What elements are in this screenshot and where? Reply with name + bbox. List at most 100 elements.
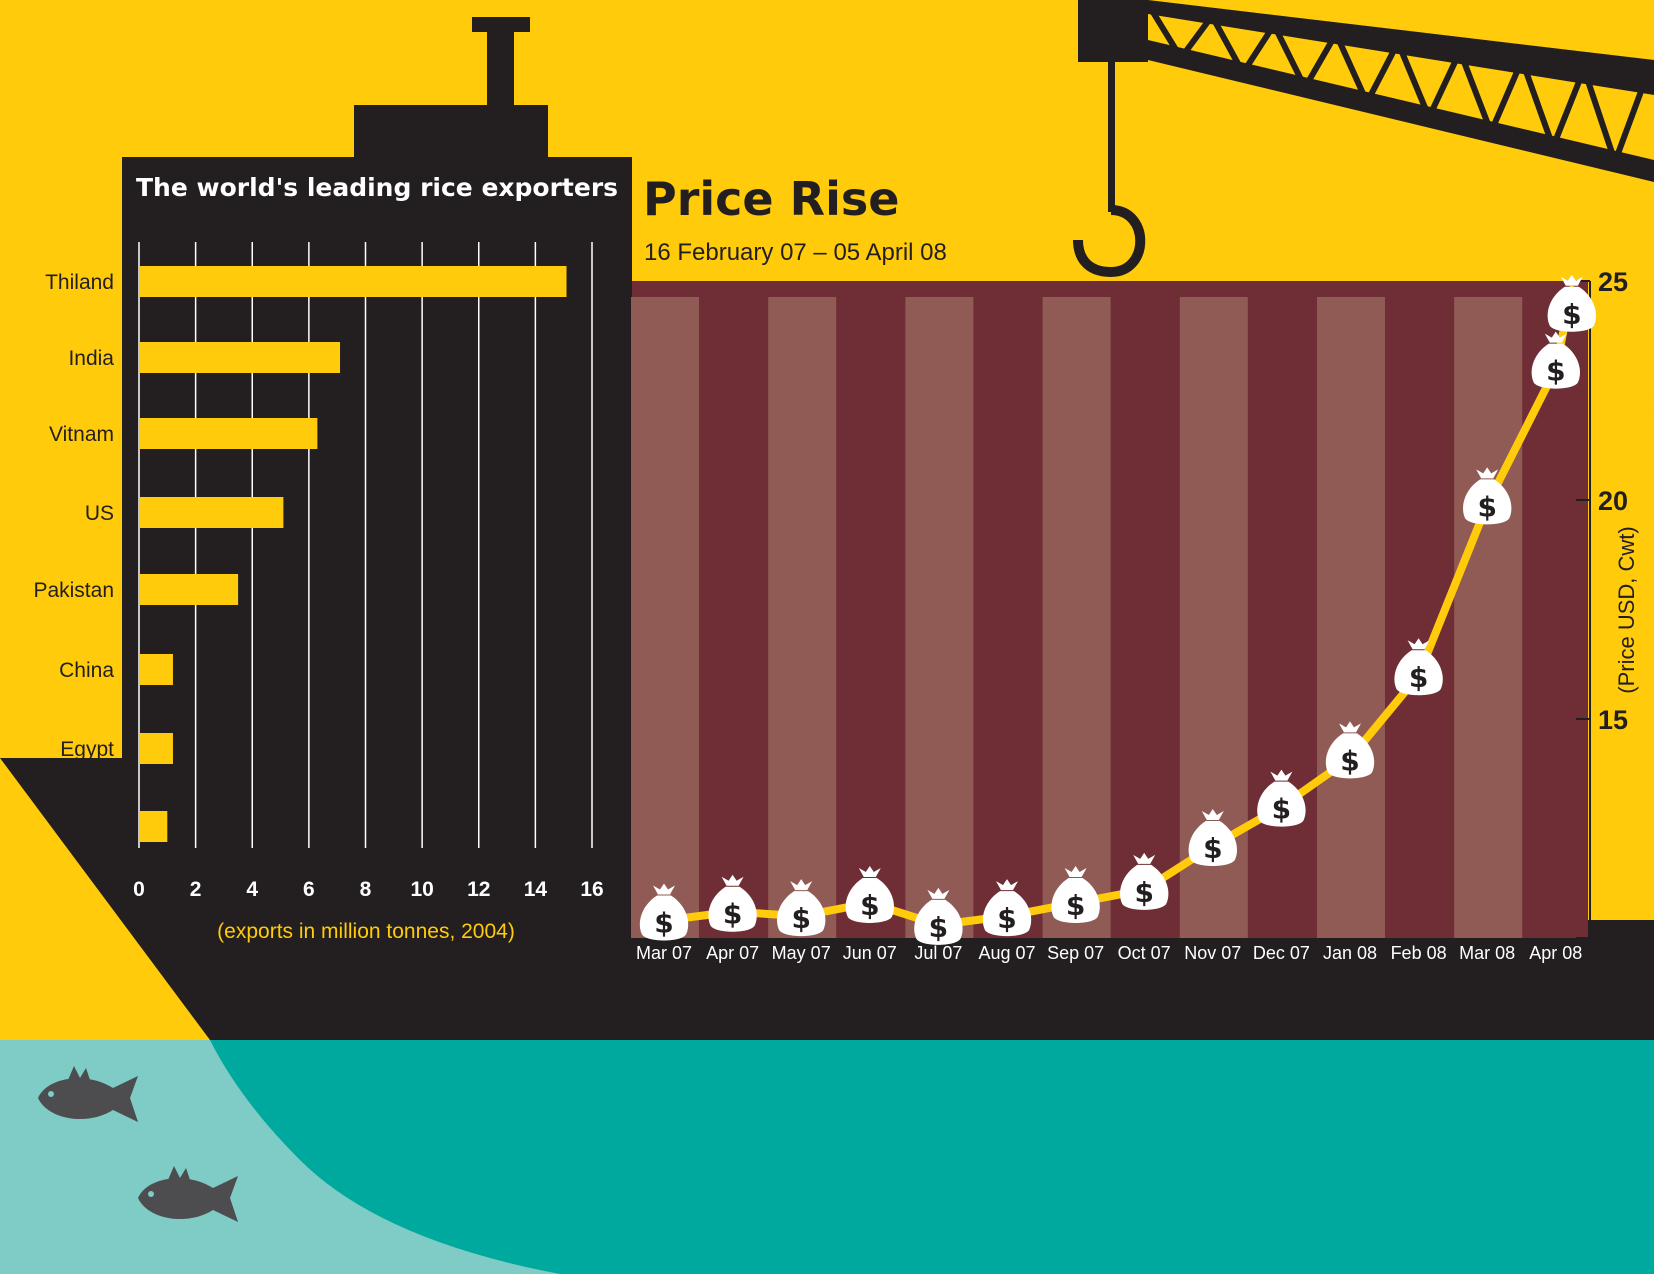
bar-category-label: Pakistan bbox=[33, 579, 114, 602]
price-markers: $ $ $ $ $ $ $ $ $ $ $ $ $ $ $ bbox=[639, 274, 1596, 945]
bar bbox=[139, 654, 173, 685]
crane-lattice bbox=[1147, 5, 1649, 171]
fish-icon bbox=[138, 1166, 238, 1222]
month-labels: Mar 07 Apr 07 May 07 Jun 07 Jul 07 Aug 07 Sep … bbox=[636, 943, 1582, 963]
svg-text:$: $ bbox=[1272, 793, 1291, 826]
bar bbox=[139, 574, 239, 605]
bar-category-label: Egypt bbox=[60, 738, 114, 761]
svg-text:$: $ bbox=[1203, 832, 1222, 865]
money-bag-icon: $ bbox=[708, 874, 757, 932]
bar-category-label: Vitnam bbox=[49, 423, 114, 446]
money-bag-icon: $ bbox=[1051, 865, 1100, 923]
line-chart-price-rise: Price Rise 16 February 07 – 05 April 08 … bbox=[631, 172, 1654, 963]
bar-tick-label: 10 bbox=[410, 878, 433, 901]
svg-text:$: $ bbox=[723, 898, 742, 931]
month-label: Mar 07 bbox=[636, 943, 692, 963]
fish-icon bbox=[38, 1066, 138, 1122]
bar-category-label: Italy bbox=[75, 816, 114, 839]
y-tick-label: 25 bbox=[1598, 267, 1628, 297]
month-label: Jan 08 bbox=[1323, 943, 1377, 963]
month-label: Nov 07 bbox=[1184, 943, 1241, 963]
month-label: Apr 07 bbox=[706, 943, 759, 963]
bar-chart-rice-exporters: The world's leading rice exporters Thila… bbox=[33, 173, 618, 943]
bar-tick-label: 14 bbox=[524, 878, 548, 901]
money-bag-icon: $ bbox=[1531, 331, 1580, 389]
bar-category-label: China bbox=[59, 659, 114, 682]
month-label: Apr 08 bbox=[1529, 943, 1582, 963]
crane-boom-bottom bbox=[1148, 40, 1654, 182]
svg-text:$: $ bbox=[654, 906, 673, 939]
bar-chart-title: The world's leading rice exporters bbox=[136, 173, 618, 202]
money-bag-icon: $ bbox=[1120, 852, 1169, 910]
y-axis: 10 15 20 25 bbox=[1576, 267, 1628, 954]
svg-text:$: $ bbox=[1134, 876, 1153, 909]
bar-chart-tick-labels: 0 2 4 6 8 10 12 14 16 bbox=[133, 878, 604, 901]
svg-text:$: $ bbox=[1562, 298, 1581, 331]
bar-chart-category-labels: Thiland India Vitnam US Pakistan China Egypt It… bbox=[33, 271, 114, 839]
crane-cab bbox=[1078, 0, 1148, 62]
month-label: May 07 bbox=[772, 943, 831, 963]
bar bbox=[139, 811, 168, 842]
svg-text:$: $ bbox=[997, 902, 1016, 935]
bar-tick-label: 0 bbox=[133, 878, 145, 901]
month-label: Mar 08 bbox=[1459, 943, 1515, 963]
plot-band bbox=[1454, 297, 1523, 938]
money-bag-icon: $ bbox=[1188, 809, 1237, 867]
ship-deck bbox=[632, 920, 1654, 1040]
money-bag-icon: $ bbox=[1463, 467, 1512, 525]
bar-chart-x-axis-label: (exports in million tonnes, 2004) bbox=[217, 920, 515, 943]
month-label: Oct 07 bbox=[1118, 943, 1171, 963]
money-bag-icon: $ bbox=[914, 887, 963, 945]
bar-tick-label: 4 bbox=[246, 878, 258, 901]
fish-group bbox=[38, 1066, 238, 1222]
bar-tick-label: 6 bbox=[303, 878, 315, 901]
y-tick-label: 20 bbox=[1598, 486, 1628, 516]
svg-text:$: $ bbox=[1477, 490, 1496, 523]
crane-cable bbox=[1108, 62, 1115, 212]
svg-text:$: $ bbox=[1546, 355, 1565, 388]
money-bag-icon: $ bbox=[1547, 274, 1596, 332]
money-bag-icon: $ bbox=[777, 879, 826, 937]
bar bbox=[139, 266, 567, 297]
price-series-line bbox=[663, 285, 1654, 929]
month-label: Jul 07 bbox=[914, 943, 962, 963]
bar-category-label: US bbox=[85, 502, 114, 525]
month-label: Sep 07 bbox=[1047, 943, 1104, 963]
month-label: Jun 07 bbox=[843, 943, 897, 963]
plot-band bbox=[905, 297, 974, 938]
bar-tick-label: 16 bbox=[580, 878, 603, 901]
money-bag-icon: $ bbox=[1394, 638, 1443, 696]
bar-tick-label: 12 bbox=[467, 878, 490, 901]
month-label: Dec 07 bbox=[1253, 943, 1310, 963]
svg-text:$: $ bbox=[929, 911, 948, 944]
money-bag-icon: $ bbox=[1325, 721, 1375, 779]
y-tick-label: 15 bbox=[1598, 705, 1628, 735]
sea-bow-wave bbox=[0, 1040, 560, 1274]
svg-text:$: $ bbox=[860, 889, 879, 922]
line-chart-title: Price Rise bbox=[643, 172, 899, 226]
plot-band bbox=[1317, 297, 1385, 938]
month-label: Feb 08 bbox=[1391, 943, 1447, 963]
bar-tick-label: 8 bbox=[360, 878, 372, 901]
line-chart-y-axis-label: (Price USD, Cwt) bbox=[1614, 526, 1639, 693]
svg-text:$: $ bbox=[1066, 889, 1085, 922]
crane-hook bbox=[1073, 205, 1146, 278]
bar bbox=[139, 733, 173, 764]
bar-category-label: Thiland bbox=[45, 271, 114, 294]
crane bbox=[1073, 0, 1654, 278]
plot-band bbox=[1042, 297, 1111, 938]
money-bag-icon: $ bbox=[1257, 769, 1306, 827]
bar-chart-bars bbox=[139, 266, 567, 842]
svg-text:$: $ bbox=[791, 902, 810, 935]
money-bag-icon: $ bbox=[639, 883, 689, 941]
y-tick-label: 10 bbox=[1598, 924, 1628, 954]
month-label: Aug 07 bbox=[978, 943, 1035, 963]
line-chart-subtitle: 16 February 07 – 05 April 08 bbox=[644, 239, 947, 266]
svg-text:$: $ bbox=[1409, 661, 1428, 694]
bar bbox=[139, 342, 341, 373]
plot-band bbox=[631, 297, 699, 938]
plot-band bbox=[768, 297, 837, 938]
bar-category-label: India bbox=[68, 347, 114, 370]
